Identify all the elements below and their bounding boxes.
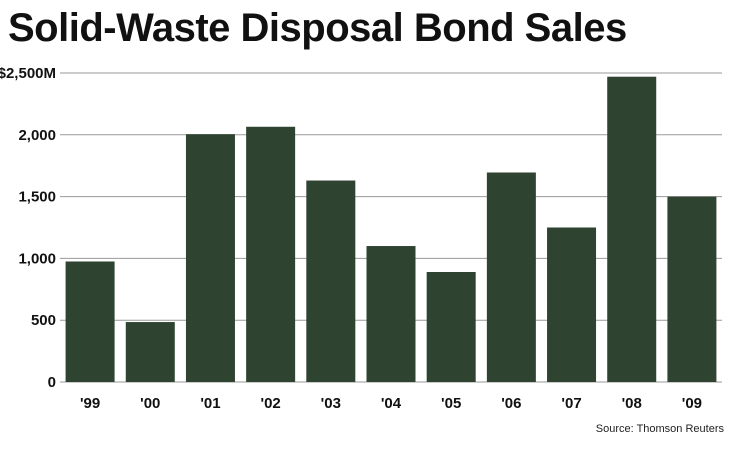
x-tick-label: '09 xyxy=(682,395,702,412)
bar xyxy=(366,246,416,382)
y-tick-label: 1,500 xyxy=(18,189,56,206)
y-tick-label: $2,500M xyxy=(0,65,56,82)
bar xyxy=(185,134,235,382)
chart-title: Solid-Waste Disposal Bond Sales xyxy=(8,6,627,50)
x-tick-label: '07 xyxy=(561,395,581,412)
x-tick-label: '01 xyxy=(200,395,220,412)
bar xyxy=(486,172,536,382)
bar xyxy=(306,180,356,382)
x-tick-label: '06 xyxy=(501,395,521,412)
x-axis-tick-labels: '99 '00 '01 '02 '03 '04 '05 '06 '07 '08 '09 xyxy=(80,395,702,412)
source-note: Source: Thomson Reuters xyxy=(595,423,724,435)
y-tick-label: 2,000 xyxy=(18,127,56,144)
y-tick-label: 1,000 xyxy=(18,250,56,267)
x-tick-label: '05 xyxy=(441,395,461,412)
bar xyxy=(547,227,597,382)
bar xyxy=(426,271,476,382)
x-tick-label: '00 xyxy=(140,395,160,412)
bar xyxy=(65,261,115,382)
y-tick-label: 0 xyxy=(48,374,56,391)
x-tick-label: '99 xyxy=(80,395,100,412)
x-tick-label: '08 xyxy=(622,395,642,412)
x-tick-label: '03 xyxy=(321,395,341,412)
bar xyxy=(607,76,657,382)
y-tick-label: 500 xyxy=(31,312,56,329)
x-tick-label: '04 xyxy=(381,395,402,412)
bars xyxy=(65,76,717,383)
x-tick-label: '02 xyxy=(261,395,281,412)
bar xyxy=(667,196,717,382)
y-axis-tick-labels: 0 500 1,000 1,500 2,000 $2,500M xyxy=(0,65,56,391)
bar xyxy=(246,126,296,383)
bar xyxy=(125,322,175,382)
